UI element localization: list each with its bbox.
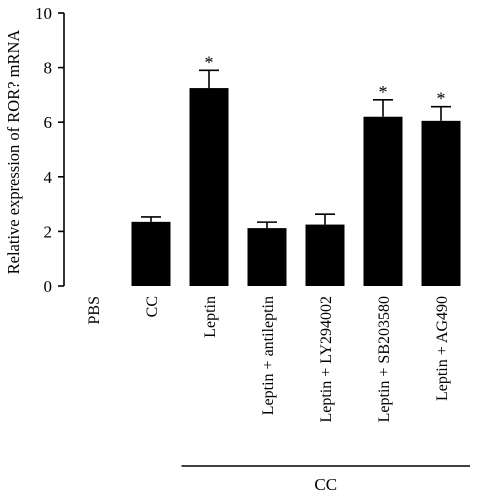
bar xyxy=(247,228,287,286)
cc-group-bracket: CC xyxy=(181,465,470,494)
category-label: Leptin xyxy=(202,296,219,338)
y-tick-label: 6 xyxy=(44,113,53,132)
significance-star: * xyxy=(379,82,388,102)
y-tick-label: 4 xyxy=(44,168,53,187)
significance-star: * xyxy=(205,52,214,72)
bars: * * * xyxy=(131,52,461,287)
category-label: Leptin + LY294002 xyxy=(318,296,335,423)
y-axis: 0 2 4 6 8 10 xyxy=(35,4,65,296)
y-tick-label: 0 xyxy=(44,277,53,296)
bar xyxy=(363,116,403,287)
bar xyxy=(421,120,461,287)
x-axis-labels: PBS CC Leptin Leptin + antileptin Leptin + L… xyxy=(86,296,451,423)
significance-star: * xyxy=(437,89,446,109)
bar xyxy=(131,221,171,286)
y-axis-label: Relative expression of ROR? mRNA xyxy=(4,30,23,275)
category-label: CC xyxy=(144,296,161,317)
bar xyxy=(305,224,345,286)
y-tick-label: 10 xyxy=(35,4,52,23)
category-label: Leptin + SB203580 xyxy=(376,296,393,422)
y-tick-label: 2 xyxy=(44,222,53,241)
y-tick-label: 8 xyxy=(44,59,53,78)
category-label: Leptin + antileptin xyxy=(260,296,277,415)
group-label: CC xyxy=(314,475,337,494)
bar xyxy=(189,88,229,286)
category-label: PBS xyxy=(86,296,103,324)
category-label: Leptin + AG490 xyxy=(434,296,451,401)
